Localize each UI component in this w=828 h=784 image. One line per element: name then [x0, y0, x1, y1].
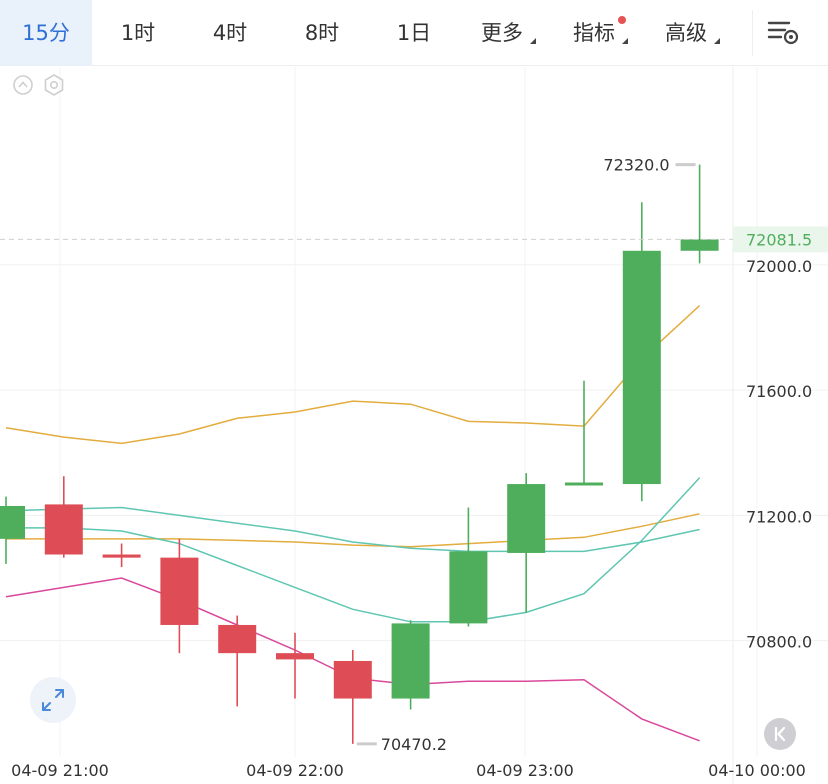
tab-4h[interactable]: 4时	[184, 0, 276, 66]
y-tick-label: 70800.0	[746, 633, 812, 652]
y-tick-label: 71600.0	[746, 382, 812, 401]
candle-body	[218, 624, 257, 654]
chart-settings-button[interactable]	[752, 10, 812, 56]
hexagon-settings-icon[interactable]	[44, 74, 64, 96]
tab-label: 指标	[573, 21, 615, 45]
x-tick-label: 04-09 21:00	[11, 761, 109, 780]
y-tick-label: 72000.0	[746, 257, 812, 276]
tab-label: 更多	[481, 21, 523, 45]
x-tick-label: 04-10 00:00	[708, 761, 806, 780]
candle-body	[680, 239, 719, 251]
last-price-label: 72081.5	[746, 230, 812, 249]
collapse-circle-icon[interactable]	[13, 75, 33, 95]
candle-body	[0, 505, 25, 539]
x-tick-label: 04-09 23:00	[476, 761, 574, 780]
dropdown-corner-icon	[714, 38, 720, 44]
indicator-lines	[5, 305, 701, 742]
candle-body	[449, 551, 488, 624]
candle-body	[391, 623, 430, 699]
candles	[0, 164, 719, 744]
tab-label: 15分	[22, 21, 70, 45]
last-price-tag	[733, 226, 828, 253]
indicator-line	[6, 477, 701, 623]
tab-indicators[interactable]: 指标	[558, 0, 630, 66]
candle-body	[333, 660, 372, 699]
dropdown-corner-icon	[622, 38, 628, 44]
candle-body	[507, 484, 546, 553]
candle-body	[622, 250, 661, 485]
notification-dot	[618, 16, 626, 24]
candlestick-chart[interactable]: 72000.0 71600.0 71200.0 70800.0 04-09 21:00 0…	[0, 67, 828, 784]
candle-body	[565, 482, 603, 486]
indicator-line	[6, 513, 700, 548]
jump-to-latest-button[interactable]	[764, 718, 796, 750]
chevron-up-icon	[18, 81, 28, 88]
tab-advanced[interactable]: 高级	[650, 0, 722, 66]
tab-more[interactable]: 更多	[466, 0, 538, 66]
candle-body	[44, 504, 83, 555]
low-marker-label: 70470.2	[381, 735, 447, 754]
indicator-line	[5, 506, 700, 553]
tab-8h[interactable]: 8时	[276, 0, 368, 66]
y-tick-label: 71200.0	[746, 507, 812, 526]
tab-15min[interactable]: 15分	[0, 0, 92, 66]
candle-body	[102, 554, 141, 558]
jump-to-latest-icon	[774, 726, 786, 742]
tab-1h[interactable]: 1时	[92, 0, 184, 66]
indicator-line	[5, 305, 701, 445]
fullscreen-button[interactable]	[30, 677, 76, 723]
hexagon-center-icon	[49, 81, 58, 90]
tab-label: 4时	[212, 21, 248, 45]
tab-1d[interactable]: 1日	[368, 0, 460, 66]
candle-body	[276, 653, 314, 660]
tab-label: 8时	[304, 21, 340, 45]
tab-label: 1时	[120, 21, 156, 45]
high-marker-label: 72320.0	[603, 156, 669, 175]
timeframe-toolbar: 15分 1时 4时 8时 1日 更多 指标 高级	[0, 0, 828, 66]
expand-arrows-icon	[42, 689, 64, 711]
axis-labels: 72000.0 71600.0 71200.0 70800.0 04-09 21:00 0…	[0, 156, 828, 780]
chart-toggle-icons	[13, 74, 64, 96]
chart-settings-icon	[767, 21, 799, 45]
tab-label: 高级	[665, 21, 707, 45]
x-tick-label: 04-09 22:00	[246, 761, 344, 780]
dropdown-corner-icon	[530, 38, 536, 44]
tab-label: 1日	[396, 21, 432, 45]
candle-body	[160, 557, 199, 625]
